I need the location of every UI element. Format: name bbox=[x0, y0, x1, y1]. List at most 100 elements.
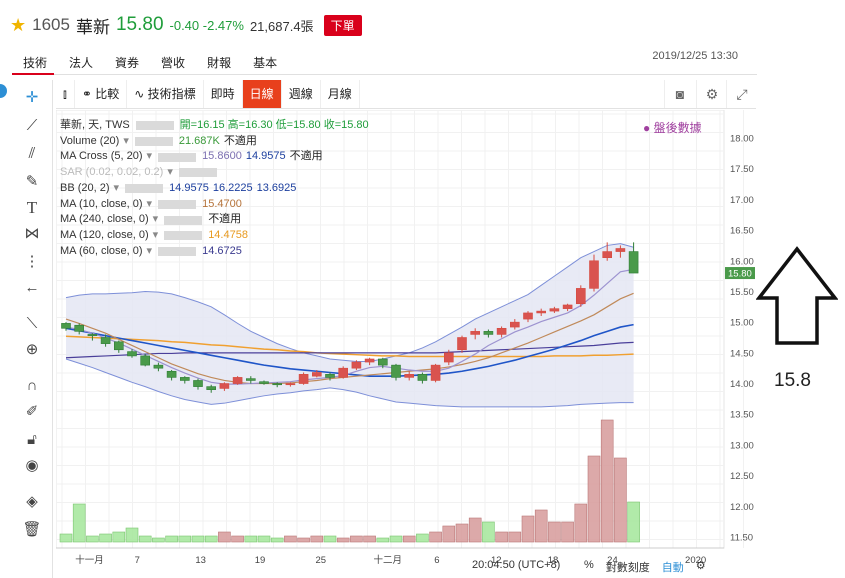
legend-row-controls[interactable] bbox=[125, 184, 164, 194]
candle-body bbox=[166, 370, 177, 378]
candle-body bbox=[100, 337, 111, 344]
quote-header: ★ 1605 華新 15.80 -0.40 -2.47% 21,687.4張 下… bbox=[10, 10, 362, 40]
indicators-button[interactable]: ∿ 技術指標 bbox=[127, 80, 204, 108]
up-arrow-annotation-icon bbox=[756, 246, 838, 345]
candle-body bbox=[272, 383, 282, 386]
compare-button[interactable]: ⚭ 比較 bbox=[75, 80, 128, 108]
camera-icon[interactable]: ◙ bbox=[664, 80, 695, 108]
eye-icon[interactable]: ◉ bbox=[25, 457, 39, 474]
chevron-down-icon[interactable]: ▾ bbox=[146, 150, 153, 163]
legend-row-label: SAR (0.02, 0.02, 0.2) bbox=[60, 166, 164, 179]
chevron-down-icon[interactable]: ▾ bbox=[152, 228, 159, 241]
gear-icon[interactable]: ⚙ bbox=[696, 80, 727, 108]
tab-revenue[interactable]: 營收 bbox=[161, 56, 186, 70]
candle-body bbox=[496, 327, 507, 335]
volume-bar bbox=[600, 419, 614, 543]
candle-body bbox=[127, 351, 137, 357]
price-chart[interactable]: 18.00 17.50 17.00 16.50 16.00 15.50 15.00 14.50… bbox=[56, 110, 758, 578]
magnet-icon[interactable]: ∩ bbox=[26, 377, 38, 394]
chevron-down-icon[interactable]: ▾ bbox=[146, 197, 153, 210]
chevron-down-icon[interactable]: ▾ bbox=[152, 213, 159, 226]
volume-bar bbox=[442, 525, 456, 543]
intraday-button[interactable]: 即時 bbox=[204, 80, 243, 108]
legend-controls[interactable] bbox=[135, 121, 174, 131]
candle-body bbox=[615, 248, 626, 252]
candle-type-icon[interactable]: ⫾ bbox=[56, 80, 75, 108]
lock-icon[interactable]: 🔓︎ bbox=[27, 431, 37, 448]
candle-body bbox=[259, 381, 269, 384]
fib-icon[interactable]: ⫽ bbox=[28, 145, 36, 162]
trash-icon[interactable]: 🗑︎ bbox=[22, 521, 42, 538]
brush-icon[interactable]: ✎ bbox=[25, 173, 39, 190]
zoom-icon[interactable]: ⊕ bbox=[25, 341, 39, 358]
volume-bar bbox=[508, 531, 522, 543]
y-tick-label: 16.00 bbox=[730, 256, 754, 267]
legend-row-controls[interactable] bbox=[158, 199, 197, 209]
legend-row-controls[interactable] bbox=[158, 246, 197, 256]
ruler-icon[interactable]: ⟍ bbox=[26, 315, 38, 332]
post-market-label[interactable]: ● 盤後數據 bbox=[643, 119, 702, 136]
volume-bar bbox=[284, 535, 297, 543]
candle-body bbox=[193, 380, 203, 387]
drawing-toolbar: ✛ ⟋ ⫽ ✎ T ⋈ ⋮ ← ⟍ ⊕ ∩ ✐ 🔓︎ ◉ ◈ 🗑︎ bbox=[12, 80, 53, 578]
chevron-down-icon[interactable]: ▾ bbox=[146, 244, 153, 257]
tab-technical[interactable]: 技術 bbox=[23, 56, 48, 70]
tab-margin[interactable]: 資券 bbox=[115, 56, 140, 70]
favorite-star-icon[interactable]: ★ bbox=[10, 14, 27, 35]
legend-row-controls[interactable] bbox=[158, 152, 197, 162]
volume-bar bbox=[165, 535, 178, 543]
crosshair-icon[interactable]: ✛ bbox=[25, 89, 39, 106]
indicators-icon: ∿ bbox=[134, 87, 148, 101]
chevron-down-icon[interactable]: ▾ bbox=[123, 134, 129, 147]
daily-button[interactable]: 日線 bbox=[242, 80, 282, 108]
order-button[interactable]: 下單 bbox=[323, 14, 362, 36]
monthly-button[interactable]: 月線 bbox=[321, 80, 360, 108]
auto-scale-button[interactable]: 自動 bbox=[661, 562, 684, 574]
legend-row-controls[interactable] bbox=[134, 137, 173, 147]
legend-row-value: 14.4758 bbox=[208, 228, 248, 241]
candle-body bbox=[509, 321, 520, 328]
pencil-lock-icon[interactable]: ✐ bbox=[25, 403, 39, 420]
trendline-icon[interactable]: ⟋ bbox=[26, 117, 38, 134]
text-tool-icon[interactable]: T bbox=[26, 198, 38, 217]
tab-basic[interactable]: 基本 bbox=[253, 56, 278, 70]
y-tick-label: 12.50 bbox=[730, 471, 754, 482]
legend-row-controls[interactable] bbox=[178, 168, 217, 178]
legend-row-label: MA Cross (5, 20) bbox=[60, 150, 143, 163]
tab-financials[interactable]: 財報 bbox=[207, 56, 232, 70]
layers-icon[interactable]: ◈ bbox=[26, 493, 38, 510]
back-arrow-icon[interactable]: ← bbox=[24, 279, 40, 296]
y-tick-label: 15.00 bbox=[730, 318, 754, 329]
legend-row-controls[interactable] bbox=[164, 215, 203, 225]
x-tick-label: 7 bbox=[135, 555, 140, 566]
settings-icon[interactable]: ⚙ bbox=[695, 560, 706, 572]
pattern-icon[interactable]: ⋈ bbox=[24, 225, 40, 242]
fullscreen-icon[interactable]: ⤢ bbox=[726, 80, 757, 108]
tab-institutional[interactable]: 法人 bbox=[69, 56, 94, 70]
chevron-down-icon[interactable]: ▾ bbox=[113, 181, 120, 194]
legend-row-label: MA (60, close, 0) bbox=[60, 244, 143, 257]
last-price-tag bbox=[725, 267, 755, 280]
volume-bar bbox=[468, 517, 482, 543]
volume-bar bbox=[521, 515, 535, 543]
trade-volume: 21,687.4張 bbox=[249, 18, 314, 34]
weekly-button[interactable]: 週線 bbox=[282, 80, 321, 108]
measure-icon[interactable]: ⋮ bbox=[24, 253, 40, 270]
chevron-down-icon[interactable]: ▾ bbox=[167, 166, 173, 179]
y-tick-label: 17.00 bbox=[730, 195, 754, 206]
volume-bar bbox=[218, 531, 231, 543]
volume-bar bbox=[59, 533, 73, 543]
y-tick-label: 12.00 bbox=[730, 502, 754, 513]
y-tick-label: 13.50 bbox=[730, 410, 754, 421]
candle-body bbox=[61, 323, 71, 329]
percent-scale-button[interactable]: % bbox=[584, 559, 594, 571]
candle-body bbox=[377, 358, 388, 366]
candle-body bbox=[575, 288, 586, 305]
candle-body bbox=[536, 310, 547, 314]
quote-datetime: 2019/12/25 13:30 bbox=[652, 50, 738, 62]
log-scale-button[interactable]: 對數刻度 bbox=[605, 562, 650, 574]
x-tick-label: 2020 bbox=[685, 555, 706, 566]
legend-row-controls[interactable] bbox=[164, 231, 203, 241]
legend-ohlc: 開=16.15 高=16.30 低=15.80 收=15.80 bbox=[179, 119, 369, 131]
stock-code: 1605 bbox=[32, 15, 70, 34]
